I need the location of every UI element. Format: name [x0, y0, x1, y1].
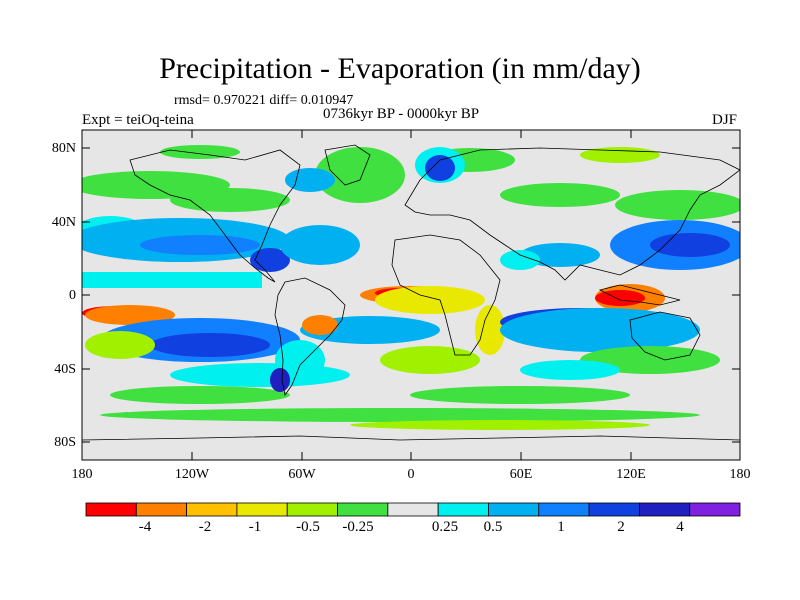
- nh-blue-greenland: [425, 155, 455, 181]
- stats-text: rmsd= 0.970221 diff= 0.010947: [174, 93, 354, 108]
- colorbar-swatch-11: [588, 502, 640, 517]
- eq-yellow-atlantic: [375, 286, 485, 314]
- lon-label-180e: 180: [729, 467, 751, 482]
- nh-green-pacific: [170, 188, 290, 212]
- nh-green-atlantic: [315, 147, 405, 203]
- colorbar-swatch-4: [236, 502, 288, 517]
- lon-label-0: 0: [407, 467, 415, 482]
- sh-dblue-patagonia: [270, 368, 290, 392]
- colorbar-swatch-5: [286, 502, 338, 517]
- field-layer: [82, 145, 740, 430]
- lon-label-60e: 60E: [509, 467, 533, 482]
- colorbar-label-8: 1: [557, 519, 565, 535]
- sh-green-antarctic: [350, 420, 650, 430]
- colorbar-swatch-2: [135, 502, 188, 517]
- eq-orange-pacific: [85, 305, 175, 325]
- axis-ticks: [82, 130, 740, 460]
- colorbar-label-3: -1: [248, 519, 262, 535]
- lon-label-120e: 120E: [616, 467, 646, 482]
- nh-cyan-arabia: [500, 250, 540, 270]
- colorbar-swatch-7: [387, 502, 439, 517]
- sh-green-atlantic: [380, 346, 480, 374]
- north-america-coast: [129, 149, 301, 283]
- colorbar-swatch-8: [437, 502, 489, 517]
- season-label: DJF: [712, 112, 738, 128]
- colorbar-label-1: -4: [138, 519, 152, 535]
- south-america-coast: [274, 277, 346, 396]
- lon-label-120w: 120W: [174, 467, 210, 482]
- colorbar-swatch-1: [85, 502, 137, 517]
- nh-blue-caribbean: [250, 248, 290, 272]
- sh-green-circumpolar: [100, 408, 700, 422]
- lat-label-80n: 80N: [51, 141, 76, 156]
- antarctica-coast: [81, 435, 741, 441]
- sh-dblue-pacific: [150, 333, 270, 357]
- sh-orange-amazon: [302, 315, 338, 335]
- period-text: 0736kyr BP - 0000kyr BP: [323, 106, 480, 122]
- nh-dblue-pacific: [140, 235, 260, 255]
- nh-green-arctic-west: [160, 145, 240, 159]
- colorbar-swatch-13: [689, 502, 741, 517]
- nh-blue-india: [520, 243, 600, 267]
- nh-green-east: [615, 190, 740, 220]
- nh-green-asia: [500, 183, 620, 207]
- map-title: Precipitation - Evaporation (in mm/day): [159, 52, 641, 85]
- colorbar: [85, 502, 741, 517]
- lat-label-40n: 40N: [51, 215, 76, 230]
- africa-coast: [391, 234, 501, 356]
- colorbar-swatch-12: [638, 502, 691, 517]
- colorbar-label-4: -0.5: [296, 519, 320, 535]
- maritime-continent-coast: [598, 284, 681, 306]
- eq-red-maritime: [595, 290, 645, 306]
- lat-label-0: 0: [69, 288, 76, 303]
- greenland-coast: [324, 144, 371, 186]
- colorbar-swatch-6: [337, 502, 389, 517]
- australia-coast: [629, 311, 701, 361]
- colorbar-label-2: -2: [198, 519, 212, 535]
- lon-label-180w: 180: [71, 467, 93, 482]
- colorbar-label-9: 2: [617, 519, 625, 535]
- eq-cyan-pacific: [82, 272, 262, 288]
- eurasia-coast: [404, 147, 741, 281]
- sh-green-pacific: [85, 331, 155, 359]
- coastlines: [81, 144, 741, 441]
- lat-label-40s: 40S: [54, 362, 76, 377]
- nh-dblue-west-pacific: [650, 233, 730, 257]
- sh-green-south-1: [110, 386, 290, 404]
- sh-cyan-indian: [520, 360, 620, 380]
- eq-orange-africa: [475, 305, 505, 355]
- sh-cyan-band: [170, 363, 350, 387]
- nh-blue-atlantic-subtrop: [280, 225, 360, 265]
- sh-blue-indian: [500, 308, 700, 352]
- colorbar-swatch-10: [538, 502, 590, 517]
- colorbar-label-7: 0.5: [483, 519, 503, 535]
- sh-green-south-2: [410, 386, 630, 404]
- colorbar-swatch-3: [186, 502, 238, 517]
- lat-label-80s: 80S: [54, 435, 76, 450]
- lon-label-60w: 60W: [288, 467, 316, 482]
- colorbar-label-5: -0.25: [342, 519, 374, 535]
- colorbar-label-10: 4: [676, 519, 684, 535]
- experiment-label: Expt = teiOq-teina: [82, 112, 194, 128]
- colorbar-swatch-9: [488, 502, 540, 517]
- colorbar-label-6: 0.25: [431, 519, 459, 535]
